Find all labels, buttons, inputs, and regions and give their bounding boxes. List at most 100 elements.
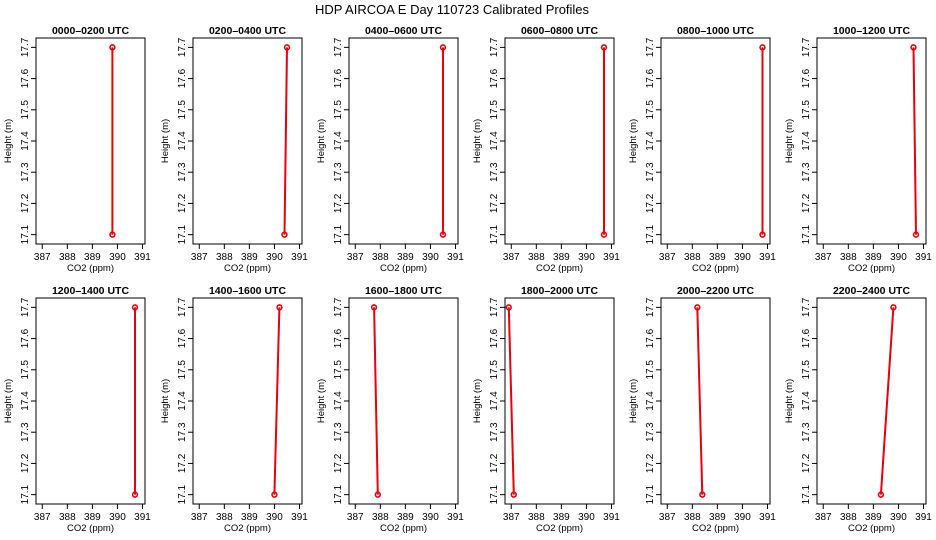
x-tick-label: 391 — [759, 512, 776, 523]
y-tick-label: 17.6 — [177, 328, 188, 348]
y-tick-label: 17.3 — [177, 162, 188, 182]
chart-panel: 0800–1000 UTC 387 388 389 390 391 17.1 17.2 17.3… — [628, 25, 776, 274]
y-axis-label: Height (m) — [628, 119, 639, 163]
y-tick-label: 17.6 — [489, 328, 500, 348]
x-tick-label: 387 — [659, 252, 676, 263]
x-tick-label: 391 — [759, 252, 776, 263]
y-tick-label: 17.3 — [489, 162, 500, 182]
profile-point — [600, 44, 608, 51]
y-tick-label: 17.6 — [801, 328, 812, 348]
y-tick-label: 17.1 — [489, 484, 500, 504]
plot-frame — [816, 37, 927, 245]
y-tick-label: 17.7 — [177, 297, 188, 317]
profile-point — [510, 491, 517, 498]
y-tick-label: 17.1 — [333, 224, 344, 244]
x-tick-label: 389 — [241, 512, 258, 523]
chart-panel: 2000–2200 UTC 387 388 389 390 391 17.1 17.2 17.3… — [628, 285, 776, 534]
panel-title: 1000–1200 UTC — [833, 25, 910, 37]
y-tick-label: 17.7 — [20, 37, 31, 57]
x-tick-label: 391 — [134, 512, 151, 523]
profile-point — [283, 44, 291, 51]
y-tick-label: 17.4 — [645, 391, 656, 411]
x-tick-label: 387 — [347, 252, 364, 263]
x-tick-label: 391 — [291, 252, 308, 263]
x-tick-label: 389 — [553, 512, 570, 523]
y-tick-label: 17.4 — [801, 391, 812, 411]
y-tick-label: 17.3 — [489, 422, 500, 442]
x-tick-label: 390 — [734, 512, 751, 523]
y-tick-label: 17.7 — [20, 297, 31, 317]
y-tick-label: 17.3 — [801, 422, 812, 442]
profile-line — [373, 307, 379, 495]
x-tick-label: 387 — [503, 252, 520, 263]
x-tick-label: 390 — [109, 252, 126, 263]
chart-panel: 1400–1600 UTC 387 388 389 390 391 17.1 17.2 17.3… — [160, 285, 308, 534]
x-tick-label: 391 — [915, 512, 932, 523]
y-tick-label: 17.3 — [20, 162, 31, 182]
y-axis-label: Height (m) — [3, 119, 14, 163]
y-tick-label: 17.6 — [20, 68, 31, 88]
x-tick-label: 388 — [372, 512, 389, 523]
y-axis-label: Height (m) — [3, 379, 14, 423]
profile-line — [696, 307, 704, 495]
y-axis-label: Height (m) — [316, 379, 327, 423]
x-tick-label: 391 — [447, 252, 464, 263]
y-tick-label: 17.5 — [20, 360, 31, 380]
x-axis-label: CO2 (ppm) — [692, 523, 739, 534]
y-tick-label: 17.2 — [333, 193, 344, 213]
x-tick-label: 388 — [216, 512, 233, 523]
profile-line — [879, 307, 895, 495]
x-axis-label: CO2 (ppm) — [67, 263, 114, 274]
x-tick-label: 388 — [684, 512, 701, 523]
x-tick-label: 390 — [578, 252, 595, 263]
y-tick-label: 17.2 — [645, 193, 656, 213]
panel-title: 0000–0200 UTC — [52, 25, 129, 37]
y-tick-label: 17.6 — [489, 68, 500, 88]
y-axis-label: Height (m) — [160, 379, 171, 423]
profile-point — [109, 44, 116, 51]
profile-point — [890, 304, 897, 311]
x-tick-label: 391 — [603, 512, 620, 523]
x-tick-label: 387 — [659, 512, 676, 523]
profile-point — [877, 491, 885, 498]
y-tick-label: 17.2 — [333, 453, 344, 473]
x-tick-label: 390 — [266, 512, 283, 523]
y-axis-label: Height (m) — [160, 119, 171, 163]
y-tick-label: 17.4 — [20, 131, 31, 151]
y-tick-label: 17.1 — [801, 224, 812, 244]
panel-title: 2200–2400 UTC — [833, 285, 910, 297]
y-tick-label: 17.2 — [20, 193, 31, 213]
x-tick-label: 388 — [528, 252, 545, 263]
x-tick-label: 388 — [59, 512, 76, 523]
chart-panel: 1600–1800 UTC 387 388 389 390 391 17.1 17.2 17.3… — [316, 285, 464, 534]
profile-point — [271, 491, 278, 498]
y-tick-label: 17.5 — [20, 100, 31, 120]
y-tick-label: 17.7 — [177, 37, 188, 57]
y-tick-label: 17.2 — [801, 453, 812, 473]
plot-frame — [348, 297, 459, 505]
y-tick-label: 17.7 — [801, 297, 812, 317]
x-axis-label: CO2 (ppm) — [692, 263, 739, 274]
profile-point — [370, 304, 378, 311]
y-tick-label: 17.1 — [20, 224, 31, 244]
y-tick-label: 17.4 — [489, 131, 500, 151]
panel-title: 1800–2000 UTC — [521, 285, 598, 297]
profile-line — [507, 307, 515, 495]
x-axis-label: CO2 (ppm) — [848, 263, 895, 274]
figure-title: HDP AIRCOA E Day 110723 Calibrated Profi… — [315, 2, 590, 17]
y-tick-label: 17.1 — [177, 484, 188, 504]
x-tick-label: 387 — [815, 252, 832, 263]
chart-panel: 1000–1200 UTC 387 388 389 390 391 17.1 17.2 17.3… — [784, 25, 932, 274]
y-axis-label: Height (m) — [472, 379, 483, 423]
x-tick-label: 387 — [191, 252, 208, 263]
x-tick-label: 388 — [840, 252, 857, 263]
y-tick-label: 17.6 — [20, 328, 31, 348]
y-tick-label: 17.4 — [333, 391, 344, 411]
y-tick-label: 17.6 — [333, 328, 344, 348]
plot-frame — [35, 297, 146, 505]
y-tick-label: 17.4 — [489, 391, 500, 411]
y-tick-label: 17.1 — [645, 224, 656, 244]
chart-panel: 2200–2400 UTC 387 388 389 390 391 17.1 17.2 17.3… — [784, 285, 932, 534]
x-tick-label: 391 — [603, 252, 620, 263]
x-tick-label: 388 — [684, 252, 701, 263]
